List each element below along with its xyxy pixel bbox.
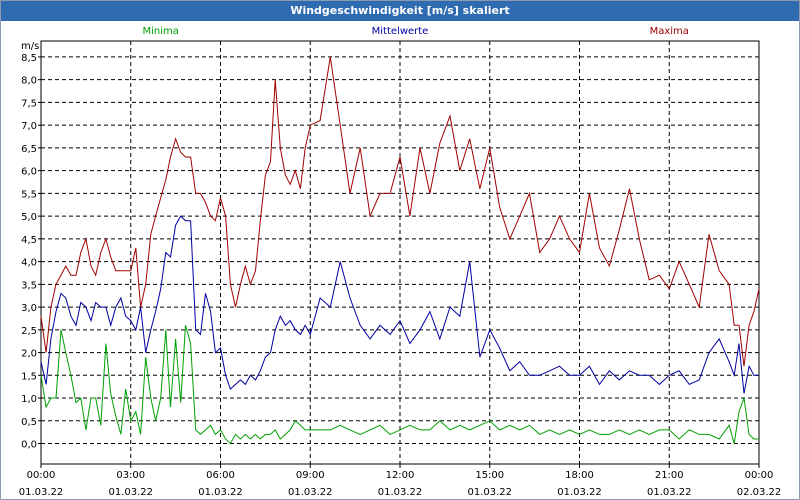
y-axis-label: m/s — [21, 41, 39, 52]
wind-speed-chart: 0,0 0,5 1,0 1,5 2,0 2,5 3,0 3,5 4,0 4,5 5,0 5,5 6,0 6… — [19, 26, 782, 498]
series-line-mittelwerte — [40, 215, 759, 394]
x-tick-time: 00:00 — [27, 470, 56, 481]
x-tick-time: 21:00 — [655, 470, 684, 481]
x-tick-date: 01.03.22 — [19, 487, 64, 498]
x-tick-date: 01.03.22 — [647, 487, 692, 498]
x-tick-date: 01.03.22 — [378, 487, 423, 498]
y-tick-label: 7,5 — [21, 98, 37, 109]
y-tick-label: 1,5 — [21, 371, 37, 382]
x-tick-time: 03:00 — [116, 470, 145, 481]
y-tick-label: 5,5 — [21, 189, 37, 200]
x-tick-time: 12:00 — [386, 470, 415, 481]
x-tick-date: 01.03.22 — [198, 487, 243, 498]
y-tick-label: 7,0 — [21, 121, 37, 132]
x-tick-time: 06:00 — [206, 470, 235, 481]
y-tick-label: 3,5 — [21, 280, 37, 291]
y-tick-label: 0,5 — [21, 417, 37, 428]
legend-maxima: Maxima — [650, 26, 689, 37]
y-tick-label: 4,5 — [21, 235, 37, 246]
y-tick-label: 2,0 — [21, 349, 37, 360]
y-tick-label: 8,0 — [21, 76, 37, 87]
y-tick-label: 6,0 — [21, 167, 37, 178]
x-tick-date: 01.03.22 — [108, 487, 153, 498]
x-tick-time: 00:00 — [745, 470, 774, 481]
x-tick-time: 09:00 — [296, 470, 325, 481]
legend-mittelwerte: Mittelwerte — [372, 26, 429, 37]
chart-title: Windgeschwindigkeit [m/s] skaliert — [1, 1, 799, 21]
x-tick-date: 01.03.22 — [288, 487, 333, 498]
x-tick-date: 02.03.22 — [737, 487, 782, 498]
y-tick-label: 4,0 — [21, 258, 37, 269]
y-tick-label: 8,5 — [21, 53, 37, 64]
y-tick-label: 5,0 — [21, 212, 37, 223]
y-tick-label: 0,0 — [21, 440, 37, 451]
series-line-minima — [40, 325, 759, 445]
y-tick-label: 2,5 — [21, 326, 37, 337]
y-tick-label: 3,0 — [21, 303, 37, 314]
series-line-maxima — [40, 56, 760, 367]
x-tick-date: 01.03.22 — [557, 487, 602, 498]
x-tick-time: 15:00 — [475, 470, 504, 481]
y-tick-label: 1,0 — [21, 394, 37, 405]
x-tick-date: 01.03.22 — [467, 487, 512, 498]
x-tick-time: 18:00 — [565, 470, 594, 481]
y-tick-label: 6,5 — [21, 144, 37, 155]
legend-minima: Minima — [142, 26, 178, 37]
